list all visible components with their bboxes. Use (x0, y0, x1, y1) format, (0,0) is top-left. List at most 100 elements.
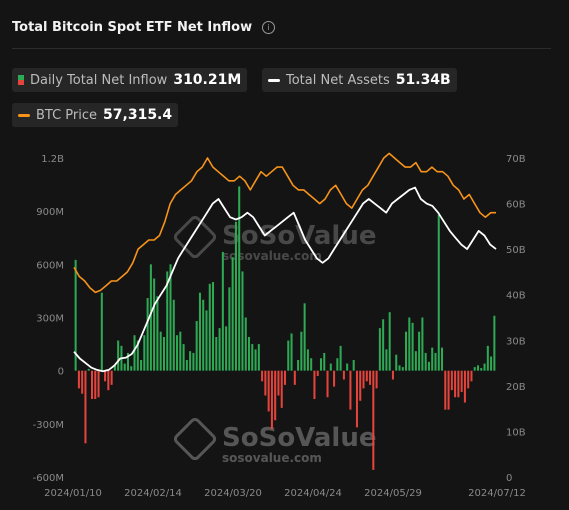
inflow-bar[interactable] (136, 340, 139, 371)
inflow-bar[interactable] (172, 299, 175, 371)
inflow-bar[interactable] (283, 370, 287, 385)
inflow-bar[interactable] (153, 278, 156, 371)
inflow-bar[interactable] (326, 370, 329, 398)
inflow-bar[interactable] (476, 365, 480, 371)
inflow-bar[interactable] (208, 283, 211, 371)
inflow-bar[interactable] (339, 345, 342, 371)
inflow-bar[interactable] (463, 370, 466, 403)
inflow-bar[interactable] (221, 251, 224, 371)
inflow-bar[interactable] (244, 317, 247, 371)
inflow-bar[interactable] (277, 370, 280, 396)
inflow-bar[interactable] (359, 370, 362, 401)
inflow-bar[interactable] (450, 370, 453, 391)
inflow-bar[interactable] (189, 351, 192, 371)
inflow-bar[interactable] (123, 363, 126, 371)
inflow-bar[interactable] (143, 335, 146, 371)
inflow-bar[interactable] (408, 317, 411, 371)
inflow-bar[interactable] (126, 352, 129, 371)
inflow-bar[interactable] (300, 331, 303, 371)
inflow-bar[interactable] (375, 370, 378, 389)
inflow-bar[interactable] (303, 303, 306, 371)
inflow-bar[interactable] (346, 363, 349, 371)
inflow-bar[interactable] (130, 366, 133, 371)
inflow-bar[interactable] (336, 358, 339, 371)
inflow-bar[interactable] (179, 331, 182, 371)
inflow-bar[interactable] (264, 370, 267, 396)
inflow-bar[interactable] (385, 349, 388, 371)
inflow-bar[interactable] (378, 328, 381, 371)
inflow-bar[interactable] (162, 336, 165, 371)
inflow-bar[interactable] (411, 322, 414, 371)
inflow-bar[interactable] (104, 370, 107, 382)
inflow-bar[interactable] (454, 370, 457, 398)
inflow-bar[interactable] (159, 331, 162, 371)
inflow-bar[interactable] (140, 360, 143, 371)
inflow-bar[interactable] (490, 356, 493, 371)
inflow-bar[interactable] (77, 370, 80, 389)
inflow-bar[interactable] (74, 259, 77, 371)
inflow-bar[interactable] (234, 221, 237, 371)
inflow-bar[interactable] (293, 370, 296, 385)
inflow-bar[interactable] (372, 370, 375, 470)
inflow-bar[interactable] (401, 367, 404, 371)
inflow-bar[interactable] (483, 363, 486, 371)
inflow-bar[interactable] (261, 370, 264, 382)
inflow-bar[interactable] (395, 354, 398, 371)
inflow-bar[interactable] (431, 347, 434, 371)
inflow-bar[interactable] (90, 370, 94, 400)
inflow-bar[interactable] (287, 340, 290, 371)
inflow-bar[interactable] (365, 370, 368, 382)
inflow-bar[interactable] (486, 345, 489, 371)
inflow-bar[interactable] (182, 344, 185, 371)
inflow-bar[interactable] (267, 370, 270, 412)
inflow-bar[interactable] (241, 271, 244, 371)
inflow-bar[interactable] (110, 370, 113, 385)
inflow-bar[interactable] (316, 370, 319, 376)
inflow-bar[interactable] (441, 347, 444, 371)
inflow-bar[interactable] (215, 336, 218, 371)
info-circle-icon[interactable]: i (262, 21, 276, 34)
inflow-bar[interactable] (270, 370, 273, 430)
inflow-bar[interactable] (133, 335, 136, 371)
inflow-bar[interactable] (467, 370, 470, 389)
legend-price[interactable]: BTC Price 57,315.4 (12, 103, 179, 127)
inflow-bar[interactable] (352, 360, 355, 371)
inflow-bar[interactable] (81, 370, 84, 394)
inflow-bar[interactable] (87, 368, 90, 371)
inflow-bar[interactable] (323, 352, 326, 371)
inflow-bar[interactable] (457, 370, 460, 398)
inflow-bar[interactable] (192, 352, 195, 371)
inflow-bar[interactable] (84, 370, 87, 444)
inflow-bar[interactable] (297, 360, 300, 371)
inflow-bar[interactable] (212, 282, 215, 371)
inflow-bar[interactable] (329, 363, 332, 371)
inflow-bar[interactable] (427, 361, 430, 371)
inflow-bar[interactable] (205, 310, 208, 371)
inflow-bar[interactable] (274, 370, 277, 421)
inflow-bar[interactable] (198, 292, 201, 371)
inflow-bar[interactable] (447, 370, 450, 410)
inflow-bar[interactable] (421, 317, 424, 371)
inflow-bar[interactable] (333, 370, 336, 387)
inflow-bar[interactable] (460, 370, 463, 392)
inflow-bar[interactable] (195, 321, 198, 371)
inflow-bar[interactable] (94, 370, 97, 400)
inflow-bar[interactable] (414, 351, 417, 371)
inflow-bar[interactable] (257, 344, 260, 371)
inflow-bar[interactable] (355, 370, 358, 428)
inflow-bar[interactable] (166, 271, 169, 371)
inflow-bar[interactable] (342, 370, 345, 380)
inflow-bar[interactable] (418, 331, 421, 371)
total-net-assets-line[interactable] (73, 186, 497, 373)
inflow-bar[interactable] (149, 264, 152, 371)
inflow-bar[interactable] (251, 344, 254, 371)
legend-assets[interactable]: Total Net Assets 51.34B (262, 68, 457, 92)
inflow-bar[interactable] (231, 257, 234, 371)
inflow-bar[interactable] (156, 296, 159, 371)
inflow-bar[interactable] (493, 315, 496, 371)
inflow-bar[interactable] (185, 360, 188, 371)
inflow-bar[interactable] (218, 328, 221, 371)
inflow-bar[interactable] (169, 264, 172, 371)
inflow-bar[interactable] (398, 365, 401, 371)
